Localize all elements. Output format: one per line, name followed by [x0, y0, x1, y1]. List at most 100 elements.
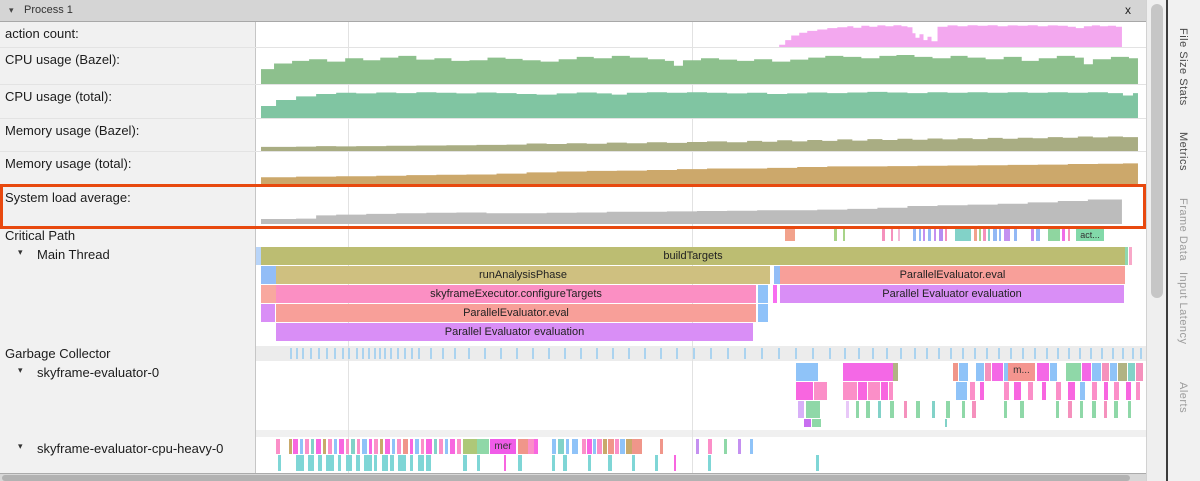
- slice[interactable]: [410, 439, 413, 454]
- slice[interactable]: [890, 401, 894, 418]
- gc-tick[interactable]: [532, 348, 534, 359]
- gc-tick[interactable]: [761, 348, 763, 359]
- gc-tick[interactable]: [1057, 348, 1059, 359]
- gc-tick[interactable]: [1090, 348, 1092, 359]
- slice[interactable]: [843, 229, 845, 241]
- slice[interactable]: [1068, 229, 1070, 241]
- slice[interactable]: [603, 439, 607, 454]
- slice[interactable]: [415, 439, 419, 454]
- gc-tick[interactable]: [362, 348, 364, 359]
- gc-tick[interactable]: [296, 348, 298, 359]
- slice[interactable]: [382, 455, 388, 471]
- slice[interactable]: [1128, 363, 1135, 381]
- slice[interactable]: [812, 419, 821, 427]
- slice[interactable]: [518, 455, 522, 471]
- gc-tick[interactable]: [744, 348, 746, 359]
- slice[interactable]: [1037, 363, 1049, 381]
- slice[interactable]: [881, 382, 888, 400]
- slice[interactable]: [939, 229, 943, 241]
- gc-tick[interactable]: [926, 348, 928, 359]
- slice[interactable]: [878, 401, 881, 418]
- trace-span-fragment[interactable]: [261, 266, 276, 284]
- slice[interactable]: [804, 419, 811, 427]
- slice[interactable]: [932, 401, 935, 418]
- slice[interactable]: [708, 439, 712, 454]
- slice[interactable]: [316, 439, 321, 454]
- gc-tick[interactable]: [1046, 348, 1048, 359]
- slice[interactable]: [724, 439, 727, 454]
- slice[interactable]: [738, 439, 741, 454]
- gc-tick[interactable]: [384, 348, 386, 359]
- slice[interactable]: [1014, 382, 1021, 400]
- slice[interactable]: [904, 401, 907, 418]
- slice[interactable]: [528, 439, 534, 454]
- slice[interactable]: [856, 401, 859, 418]
- slice[interactable]: [798, 401, 804, 418]
- slice[interactable]: [1020, 401, 1024, 418]
- trace-span-fragment[interactable]: [256, 247, 261, 265]
- gc-tick[interactable]: [1101, 348, 1103, 359]
- gc-tick[interactable]: [310, 348, 312, 359]
- system-load-chart[interactable]: [256, 188, 1146, 224]
- slice[interactable]: [385, 439, 390, 454]
- slice[interactable]: [477, 439, 489, 454]
- gc-tick[interactable]: [318, 348, 320, 359]
- slice[interactable]: [608, 439, 614, 454]
- slice[interactable]: [326, 455, 334, 471]
- gc-tick[interactable]: [397, 348, 399, 359]
- slice[interactable]: [323, 439, 326, 454]
- slice[interactable]: [889, 382, 893, 400]
- slice[interactable]: [390, 455, 394, 471]
- gc-tick[interactable]: [379, 348, 381, 359]
- gc-tick[interactable]: [468, 348, 470, 359]
- slice[interactable]: [364, 455, 372, 471]
- gc-tick[interactable]: [516, 348, 518, 359]
- slice[interactable]: [868, 382, 880, 400]
- slice[interactable]: [1118, 363, 1127, 381]
- gc-tick[interactable]: [390, 348, 392, 359]
- slice[interactable]: [632, 439, 642, 454]
- slice[interactable]: [898, 229, 900, 241]
- slice-label[interactable]: mer: [490, 439, 516, 454]
- slice[interactable]: [955, 229, 971, 241]
- gc-tick[interactable]: [612, 348, 614, 359]
- gc-tick[interactable]: [1010, 348, 1012, 359]
- slice[interactable]: [504, 455, 506, 471]
- slice[interactable]: [934, 229, 936, 241]
- slice[interactable]: [392, 439, 395, 454]
- gc-tick[interactable]: [938, 348, 940, 359]
- slice[interactable]: [434, 439, 437, 454]
- trace-span-fragment[interactable]: [774, 266, 780, 284]
- cpu-bazel-chart[interactable]: [256, 51, 1146, 84]
- slice[interactable]: [334, 439, 337, 454]
- trace-span[interactable]: buildTargets: [261, 247, 1125, 265]
- slice[interactable]: [308, 455, 314, 471]
- gc-tick[interactable]: [660, 348, 662, 359]
- slice[interactable]: [626, 439, 632, 454]
- slice[interactable]: [916, 401, 920, 418]
- track-skyframe-evaluator-0[interactable]: m...: [256, 361, 1146, 437]
- slice[interactable]: [1068, 401, 1072, 418]
- slice[interactable]: [318, 455, 322, 471]
- gc-tick[interactable]: [564, 348, 566, 359]
- trace-span[interactable]: skyframeExecutor.configureTargets: [276, 285, 756, 303]
- slice[interactable]: [970, 382, 975, 400]
- slice[interactable]: [1031, 229, 1034, 241]
- slice[interactable]: [597, 439, 602, 454]
- slice[interactable]: [992, 363, 1003, 381]
- gc-tick[interactable]: [580, 348, 582, 359]
- slice[interactable]: [1004, 363, 1008, 381]
- slice[interactable]: [439, 439, 443, 454]
- trace-span[interactable]: ParallelEvaluator.eval: [276, 304, 756, 322]
- slice[interactable]: [1104, 401, 1107, 418]
- slice[interactable]: [339, 439, 344, 454]
- sidebar-tab-file-size-stats[interactable]: File Size Stats: [1177, 28, 1189, 106]
- slice[interactable]: [346, 439, 349, 454]
- gc-tick[interactable]: [1122, 348, 1124, 359]
- close-icon[interactable]: x: [1125, 3, 1131, 17]
- slice[interactable]: [858, 382, 867, 400]
- slice[interactable]: [945, 229, 947, 241]
- slice[interactable]: [518, 439, 528, 454]
- vertical-scrollbar-thumb[interactable]: [1151, 4, 1163, 298]
- trace-span-fragment[interactable]: [758, 285, 768, 303]
